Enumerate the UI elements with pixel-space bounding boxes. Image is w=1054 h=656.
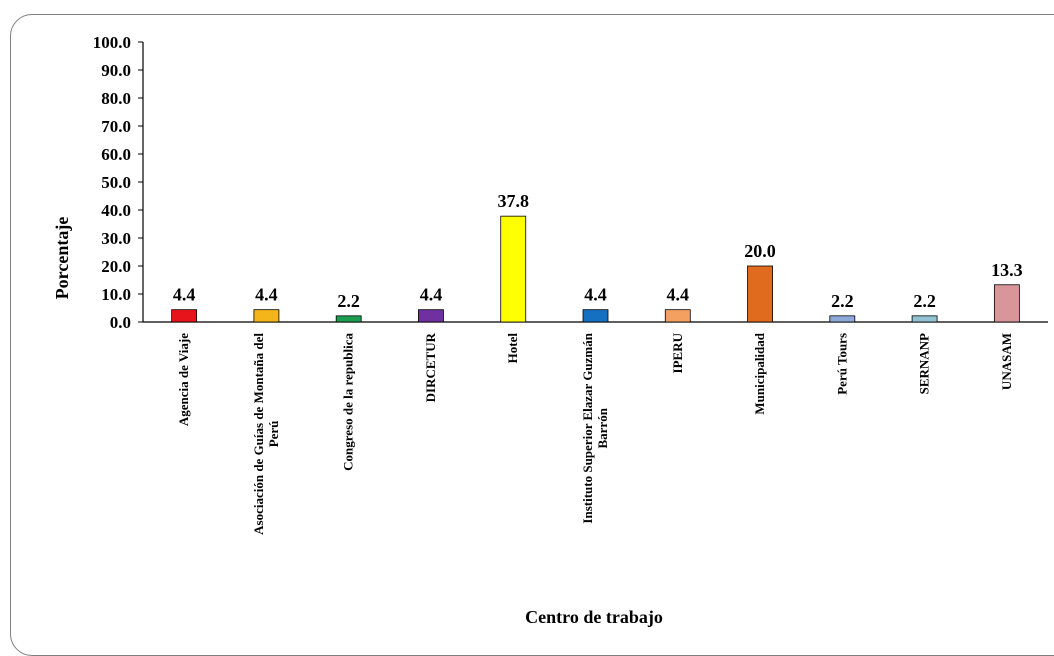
x-tick-label: Asociación de Guías de Montaña delPerú: [251, 333, 281, 535]
y-tick-label: 10.0: [101, 285, 131, 304]
bar: [253, 309, 280, 323]
y-axis: 0.0 10.0 20.0 30.0 40.0 50.0 60.0 70.0 80.0 90.0 1…: [93, 33, 1048, 332]
x-tick-label: Perú Tours: [834, 333, 849, 395]
chart-frame: [10, 14, 1054, 656]
y-tick-label: 0.0: [110, 313, 131, 332]
bar: [664, 309, 691, 323]
y-tick-label: 30.0: [101, 229, 131, 248]
x-tick-label: Instituto Superior Elazar GuzmánBarrón: [580, 332, 610, 523]
x-tick-label: Congreso de la republica: [341, 333, 356, 471]
x-tick-label: Municipalidad: [752, 332, 767, 414]
x-tick-label: Hotel: [505, 333, 520, 364]
data-label: 13.3: [991, 260, 1023, 280]
bar: [993, 284, 1020, 323]
y-tick-label: 60.0: [101, 145, 131, 164]
x-tick-label: DIRCETUR: [423, 332, 438, 402]
y-axis-title: Porcentaje: [52, 217, 72, 300]
bars: [171, 215, 1020, 323]
data-label: 2.2: [913, 291, 936, 311]
y-tick-label: 40.0: [101, 201, 131, 220]
data-label: 4.4: [173, 285, 196, 305]
data-label: 20.0: [744, 241, 776, 261]
y-tick-label: 50.0: [101, 173, 131, 192]
data-label: 4.4: [255, 285, 278, 305]
data-labels: 4.4 4.4 2.2 4.4 37.8 4.4 4.4 20.0 2.2 2.2 13.3: [173, 191, 1023, 311]
category-labels: Agencia de Viaje Asociación de Guías de M…: [176, 332, 1014, 535]
bar: [171, 309, 198, 323]
data-label: 4.4: [584, 285, 607, 305]
y-tick-label: 100.0: [93, 33, 131, 52]
x-axis-title: Centro de trabajo: [525, 607, 663, 627]
data-label: 2.2: [337, 291, 360, 311]
x-tick-label: UNASAM: [999, 333, 1014, 390]
bar: [582, 309, 609, 323]
bar: [418, 309, 444, 323]
data-label: 2.2: [831, 291, 854, 311]
x-tick-label: IPERU: [670, 332, 685, 373]
x-tick-label: SERNANP: [917, 333, 932, 394]
bar: [500, 215, 527, 323]
bar: [829, 315, 856, 323]
y-tick-label: 70.0: [101, 117, 131, 136]
y-tick-label: 20.0: [101, 257, 131, 276]
x-tick-label: Agencia de Viaje: [176, 333, 191, 426]
bar: [911, 315, 938, 323]
bar: [335, 315, 362, 323]
y-tick-label: 90.0: [101, 61, 131, 80]
bar: [747, 265, 773, 323]
data-label: 4.4: [667, 285, 690, 305]
data-label: 37.8: [497, 191, 529, 211]
y-tick-label: 80.0: [101, 89, 131, 108]
data-label: 4.4: [420, 285, 443, 305]
